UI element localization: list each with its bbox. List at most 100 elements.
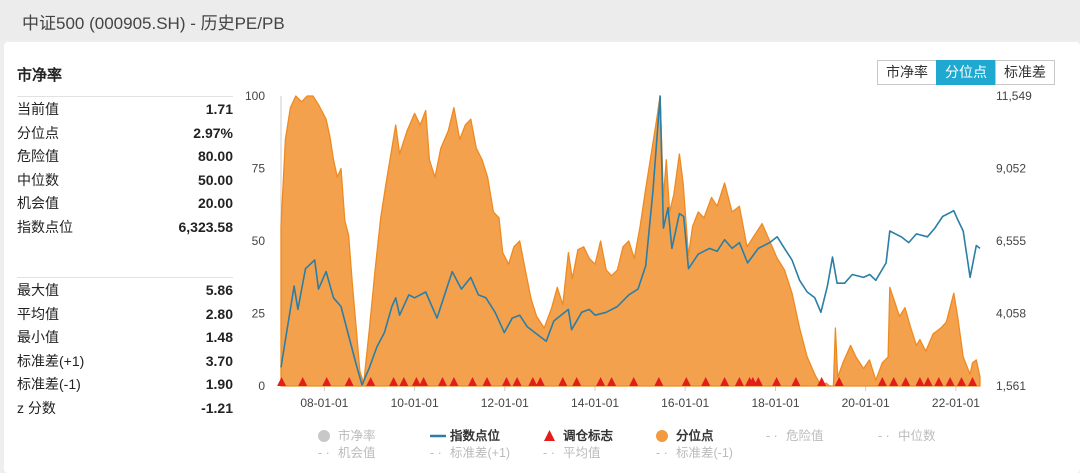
stat-opportunity: 机会值 20.00: [17, 192, 233, 216]
stat-value: 50.00: [197, 171, 233, 188]
right-tick-label: 9,052: [996, 162, 1026, 176]
stat-label: 当前值: [17, 101, 59, 117]
legend-dash-icon: - ·: [543, 446, 555, 460]
stat-value: 2.80: [205, 305, 233, 322]
left-tick-label: 50: [252, 234, 266, 248]
x-tick-label: 08-01-01: [300, 396, 348, 410]
stat-value: 20.00: [197, 195, 233, 212]
stat-max: 最大值 5.86: [17, 279, 233, 303]
stat-value: 2.97%: [193, 124, 233, 141]
legend-label: 标准差(-1): [676, 446, 733, 460]
stat-label: 标准差(-1): [17, 376, 81, 393]
stat-value: 5.86: [205, 282, 233, 298]
legend-label: 平均值: [563, 445, 601, 460]
rebalance-marker: [734, 377, 744, 386]
rebalance-marker: [366, 377, 376, 386]
window-titlebar: 中证500 (000905.SH) - 历史PE/PB: [0, 0, 1080, 40]
legend-label: 指数点位: [450, 428, 501, 443]
stat-min: 最小值 1.48: [17, 326, 233, 350]
stat-index-level: 指数点位 6,323.58: [17, 216, 233, 240]
rebalance-marker: [791, 377, 801, 386]
stat-value: -1.21: [201, 399, 233, 416]
rebalance-marker: [438, 377, 447, 386]
rebalance-marker: [923, 377, 933, 386]
rebalance-marker: [834, 377, 844, 386]
legend-dash-icon: - ·: [878, 429, 890, 443]
valuation-card: 市净率 市净率 分位点 标准差 当前值 1.71 分位点 2.97% 危险值 80.0…: [4, 42, 1080, 473]
rebalance-marker: [399, 377, 409, 386]
stat-zscore: z 分数 -1.21: [17, 397, 233, 421]
rebalance-marker: [629, 377, 639, 386]
stat-median: 中位数 50.00: [17, 169, 233, 193]
rebalance-marker: [558, 377, 568, 386]
rebalance-marker: [945, 377, 955, 386]
rebalance-marker: [753, 377, 763, 386]
stat-label: 平均值: [17, 305, 59, 322]
stat-value: 1.71: [205, 101, 233, 117]
legend-circle-icon: [656, 430, 668, 442]
rebalance-marker: [889, 377, 899, 386]
legend-dash-icon: - ·: [766, 429, 778, 443]
rebalance-marker: [772, 377, 782, 386]
x-tick-label: 20-01-01: [842, 396, 890, 410]
legend-label: 调仓标志: [563, 428, 614, 443]
rebalance-marker: [528, 377, 538, 386]
rebalance-marker: [817, 377, 827, 386]
rebalance-marker: [901, 377, 911, 386]
x-tick-label: 18-01-01: [751, 396, 799, 410]
stat-current: 当前值 1.71: [17, 98, 233, 122]
summary-stats: 最大值 5.86 平均值 2.80 最小值 1.48 标准差(+1) 3.70 标准差(…: [17, 279, 233, 421]
rebalance-marker: [968, 377, 977, 386]
legend-item: - · 机会值: [318, 445, 376, 460]
view-toggle-group: 市净率 分位点 标准差: [877, 60, 1055, 85]
window-title: 中证500 (000905.SH) - 历史PE/PB: [22, 14, 285, 33]
rebalance-marker: [572, 377, 582, 386]
x-tick-label: 12-01-01: [481, 396, 529, 410]
x-tick-label: 22-01-01: [932, 396, 980, 410]
legend-label: 危险值: [786, 428, 824, 443]
stat-value: 6,323.58: [178, 218, 234, 235]
rebalance-marker: [277, 377, 287, 386]
legend-item: 市净率: [318, 428, 376, 443]
right-tick-label: 11,549: [996, 89, 1032, 103]
current-stats: 当前值 1.71 分位点 2.97% 危险值 80.00 中位数 50.00 机会值 20…: [17, 98, 233, 240]
legend-circle-icon: [318, 430, 330, 442]
legend-dash-icon: - ·: [656, 446, 668, 460]
rebalance-marker: [389, 377, 399, 386]
stat-label: 指数点位: [17, 218, 73, 235]
legend-item: - · 标准差(+1): [430, 446, 510, 460]
right-tick-label: 1,561: [996, 379, 1026, 393]
rebalance-marker: [535, 377, 545, 386]
legend-item: - · 中位数: [878, 428, 936, 443]
rebalance-marker: [957, 377, 966, 386]
percentile-chart: 0 25 50 75 100 1,561 4,058 6,555 9,052 11,549 08-0…: [245, 89, 1032, 460]
stat-value: 1.90: [205, 376, 233, 393]
legend-item: 分位点: [656, 428, 714, 443]
rebalance-marker: [482, 377, 492, 386]
stat-std-plus: 标准差(+1) 3.70: [17, 350, 233, 374]
legend-label: 分位点: [676, 428, 714, 443]
legend-item: - · 危险值: [766, 428, 824, 443]
rebalance-marker: [298, 377, 308, 386]
rebalance-marker: [512, 377, 522, 386]
rebalance-marker: [411, 377, 421, 386]
legend-item: - · 平均值: [543, 445, 601, 460]
stat-label: 危险值: [17, 148, 59, 165]
rebalance-marker: [654, 377, 664, 386]
stat-value: 3.70: [205, 352, 233, 369]
rebalance-marker: [934, 377, 944, 386]
stat-label: 机会值: [17, 195, 59, 212]
legend-item: 调仓标志: [544, 428, 614, 443]
rebalance-marker: [344, 377, 354, 386]
stats-divider-bottom: [17, 277, 233, 278]
rebalance-marker: [607, 377, 617, 386]
index-level-line: [280, 95, 981, 386]
legend-dash-icon: - ·: [318, 446, 330, 460]
tab-stddev[interactable]: 标准差: [995, 60, 1055, 85]
rebalance-marker: [596, 377, 606, 386]
right-tick-label: 6,555: [996, 234, 1026, 248]
legend-item: - · 标准差(-1): [656, 446, 733, 460]
x-tick-label: 10-01-01: [391, 396, 439, 410]
legend-triangle-icon: [544, 430, 555, 441]
stat-danger: 危险值 80.00: [17, 145, 233, 169]
